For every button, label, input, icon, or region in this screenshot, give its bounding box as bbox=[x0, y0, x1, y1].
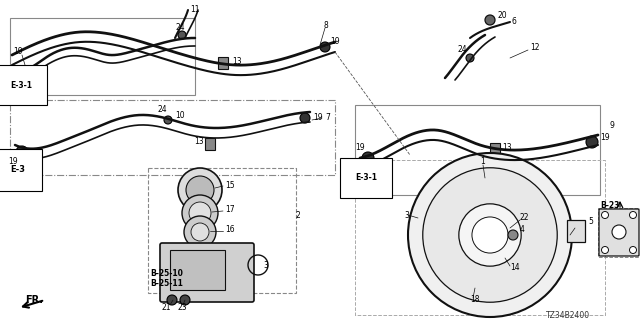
Text: 24: 24 bbox=[175, 23, 184, 33]
Circle shape bbox=[472, 217, 508, 253]
Text: 19: 19 bbox=[13, 47, 22, 57]
Text: 20: 20 bbox=[498, 11, 508, 20]
Text: 3: 3 bbox=[404, 211, 409, 220]
Text: 17: 17 bbox=[225, 205, 235, 214]
Bar bbox=[218, 57, 228, 69]
Text: 13: 13 bbox=[194, 138, 204, 147]
Text: 19: 19 bbox=[313, 114, 323, 123]
Circle shape bbox=[602, 212, 609, 219]
Bar bbox=[10, 100, 335, 175]
Text: 24: 24 bbox=[158, 106, 168, 115]
Circle shape bbox=[602, 246, 609, 253]
Circle shape bbox=[320, 42, 330, 52]
Text: 19: 19 bbox=[355, 143, 365, 153]
Circle shape bbox=[459, 204, 521, 266]
Text: 19: 19 bbox=[600, 133, 610, 142]
Circle shape bbox=[466, 54, 474, 62]
FancyBboxPatch shape bbox=[599, 209, 639, 256]
Circle shape bbox=[186, 176, 214, 204]
Text: 15: 15 bbox=[225, 180, 235, 189]
Circle shape bbox=[630, 212, 637, 219]
Text: 11: 11 bbox=[190, 5, 200, 14]
Text: 2: 2 bbox=[295, 211, 300, 220]
Bar bbox=[148, 168, 296, 293]
Text: 14: 14 bbox=[510, 263, 520, 273]
Text: 21: 21 bbox=[162, 303, 172, 313]
Text: TZ34B2400: TZ34B2400 bbox=[546, 310, 590, 319]
Circle shape bbox=[300, 113, 310, 123]
Circle shape bbox=[167, 295, 177, 305]
Circle shape bbox=[485, 15, 495, 25]
Circle shape bbox=[16, 146, 28, 158]
FancyBboxPatch shape bbox=[160, 243, 254, 302]
Circle shape bbox=[423, 168, 557, 302]
Text: 5: 5 bbox=[588, 218, 593, 227]
Circle shape bbox=[408, 153, 572, 317]
Text: B-25-11: B-25-11 bbox=[150, 278, 183, 287]
Text: 8: 8 bbox=[323, 20, 328, 29]
Text: 23: 23 bbox=[178, 303, 188, 313]
Text: 12: 12 bbox=[530, 44, 540, 52]
Text: 19: 19 bbox=[330, 37, 340, 46]
Text: 9: 9 bbox=[610, 121, 615, 130]
Text: E-3-1: E-3-1 bbox=[355, 173, 377, 182]
Text: 13: 13 bbox=[232, 58, 242, 67]
Bar bbox=[355, 105, 600, 195]
Circle shape bbox=[180, 295, 190, 305]
Text: 7: 7 bbox=[325, 114, 330, 123]
Circle shape bbox=[508, 230, 518, 240]
Circle shape bbox=[630, 246, 637, 253]
Circle shape bbox=[191, 223, 209, 241]
Text: 1: 1 bbox=[480, 157, 484, 166]
Circle shape bbox=[184, 216, 216, 248]
Text: 3: 3 bbox=[263, 260, 268, 269]
Circle shape bbox=[182, 195, 218, 231]
Text: B-25-10: B-25-10 bbox=[150, 268, 183, 277]
Bar bbox=[355, 160, 605, 315]
Text: 16: 16 bbox=[225, 226, 235, 235]
Circle shape bbox=[22, 67, 34, 79]
Text: FR.: FR. bbox=[25, 295, 43, 305]
Bar bbox=[10, 18, 195, 95]
Text: 24: 24 bbox=[458, 45, 468, 54]
Text: 4: 4 bbox=[520, 226, 525, 235]
Circle shape bbox=[612, 225, 626, 239]
Bar bbox=[567, 220, 585, 242]
Bar bbox=[598, 208, 640, 257]
Circle shape bbox=[362, 152, 374, 164]
Bar bbox=[205, 138, 215, 150]
Text: 6: 6 bbox=[512, 18, 517, 27]
Text: 22: 22 bbox=[520, 213, 529, 222]
Text: B-23: B-23 bbox=[600, 201, 620, 210]
Circle shape bbox=[178, 168, 222, 212]
Text: 18: 18 bbox=[470, 295, 479, 305]
Text: E-3: E-3 bbox=[10, 165, 25, 174]
Circle shape bbox=[164, 116, 172, 124]
Text: 13: 13 bbox=[502, 143, 511, 153]
Bar bbox=[170, 250, 225, 290]
Circle shape bbox=[586, 136, 598, 148]
Text: 10: 10 bbox=[175, 110, 184, 119]
Bar bbox=[490, 143, 500, 155]
Text: E-3-1: E-3-1 bbox=[10, 81, 32, 90]
Circle shape bbox=[178, 31, 186, 39]
Text: 19: 19 bbox=[8, 157, 18, 166]
Circle shape bbox=[189, 202, 211, 224]
